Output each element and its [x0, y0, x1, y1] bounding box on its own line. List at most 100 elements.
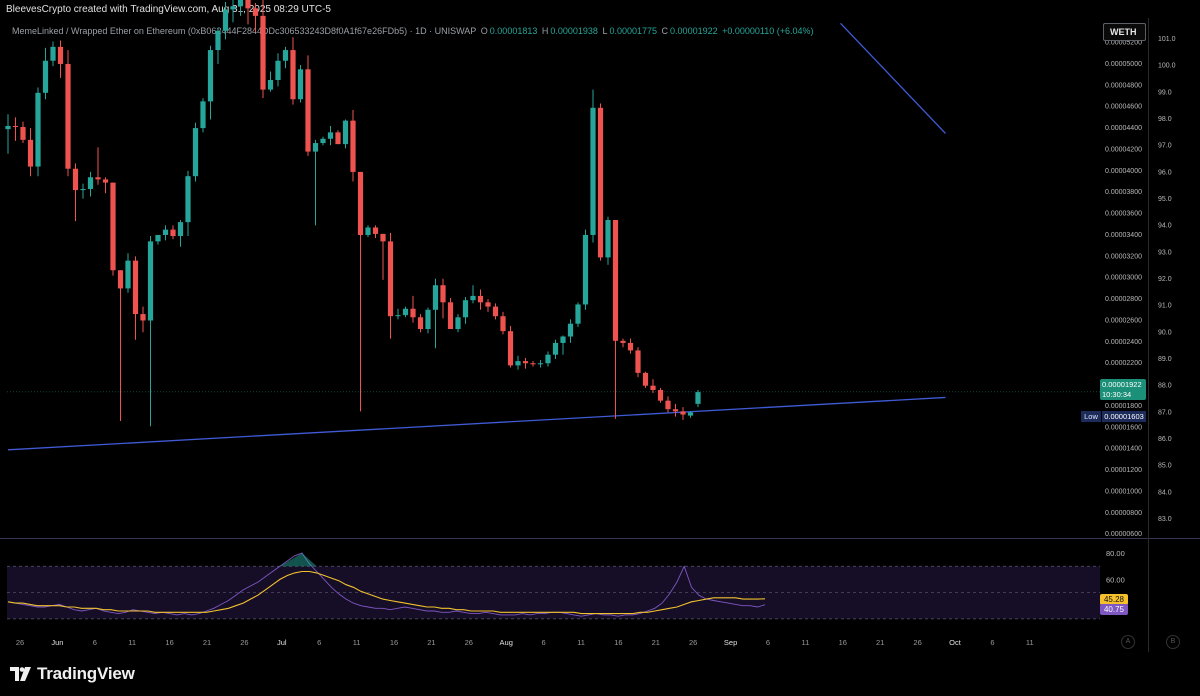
oscillator-axis-tick: 80.00: [1106, 549, 1125, 558]
log-scale-button[interactable]: B: [1166, 635, 1180, 649]
time-axis-tick: 16: [165, 638, 173, 647]
trendline-descending: [840, 22, 946, 134]
open-value: 0.00001813: [489, 26, 538, 36]
candle-body: [72, 168, 79, 191]
candle-body: [267, 79, 274, 90]
price-axis-tick: 0.00002400: [1105, 339, 1142, 346]
percent-axis-tick: 98.0: [1158, 116, 1172, 123]
time-axis-tick: 11: [353, 638, 361, 647]
price-axis-tick: 0.00003800: [1105, 189, 1142, 196]
time-axis-tick: 11: [1026, 638, 1034, 647]
candle-body: [507, 331, 514, 366]
price-axis-tick: 0.00003400: [1105, 232, 1142, 239]
candle-body: [575, 304, 581, 324]
candle-body: [222, 9, 229, 31]
oscillator-axis-tick: 60.00: [1106, 575, 1125, 584]
low-value: 0.00001775: [609, 26, 658, 36]
candle-body: [432, 285, 439, 310]
candle-body: [605, 220, 611, 258]
candle-body: [230, 6, 236, 10]
candle-body: [12, 125, 19, 128]
candle-body: [350, 120, 356, 172]
price-axis-tick: 0.00001000: [1105, 488, 1142, 495]
percent-axis-tick: 95.0: [1158, 196, 1172, 203]
price-axis-tick: 0.00004800: [1105, 82, 1142, 89]
candle-body: [620, 340, 626, 343]
tradingview-logo-icon: [10, 667, 31, 681]
candle-body: [470, 295, 476, 301]
auto-scale-button[interactable]: A: [1121, 635, 1135, 649]
candle-body: [590, 107, 596, 235]
candle-body: [440, 285, 446, 303]
candle-body: [425, 309, 431, 330]
price-axis-tick: 0.00002200: [1105, 360, 1142, 367]
overbought-fill: [279, 553, 317, 567]
time-axis-tick: 6: [317, 638, 321, 647]
candle-body: [200, 101, 206, 129]
oscillator-signal-tag: 45.28: [1100, 594, 1128, 605]
price-axis-tick: 0.00002600: [1105, 317, 1142, 324]
candle-body: [627, 342, 634, 351]
time-axis-tick: 21: [203, 638, 211, 647]
time-axis-tick: 16: [614, 638, 622, 647]
candle-body: [642, 372, 649, 386]
candle-body: [42, 60, 49, 93]
time-axis-tick: Jun: [51, 638, 63, 647]
candle-body: [192, 128, 199, 177]
price-axis-tick: 0.00005000: [1105, 61, 1142, 68]
oscillator-signal-line: [7, 570, 766, 615]
candle-body: [35, 92, 41, 167]
candle-body: [477, 295, 484, 303]
oscillator-value-tag: 40.75: [1100, 604, 1128, 615]
price-axis-tick: 0.00002800: [1105, 296, 1142, 303]
tradingview-logo-text: TradingView: [37, 664, 135, 683]
price-axis-tick: 0.00001800: [1105, 403, 1142, 410]
candle-body: [455, 317, 461, 330]
symbol-name[interactable]: MemeLinked / Wrapped Ether on Ethereum (…: [12, 26, 477, 36]
time-axis-tick: Oct: [949, 638, 962, 647]
candle-body: [147, 241, 154, 321]
candle-body: [447, 302, 454, 330]
candle-body: [597, 107, 604, 258]
percent-axis-tick: 87.0: [1158, 409, 1172, 416]
candle-body: [155, 234, 161, 242]
time-axis-tick: 26: [16, 638, 24, 647]
candle-body: [5, 125, 11, 130]
candle-body: [102, 179, 109, 183]
candle-body: [522, 361, 529, 364]
percent-axis-tick: 88.0: [1158, 383, 1172, 390]
candle-body: [582, 234, 589, 305]
time-axis-tick: 11: [128, 638, 136, 647]
high-label: H: [541, 26, 549, 36]
time-axis-tick: 11: [577, 638, 585, 647]
candle-body: [545, 354, 551, 364]
percent-axis-tick: 91.0: [1158, 303, 1172, 310]
tradingview-logo[interactable]: TradingView: [10, 664, 135, 684]
price-axis-tick: 0.00003000: [1105, 275, 1142, 282]
chart-svg[interactable]: 0.00000600 0.00000800 0.00001000 0.00001200…: [0, 0, 1200, 652]
candle-countdown: 10:30:34: [1102, 389, 1132, 399]
candle-body: [530, 363, 536, 365]
time-axis-tick: 6: [542, 638, 546, 647]
low-label: L: [602, 26, 608, 36]
low-marker-label: Low: [1081, 411, 1101, 422]
candle-body: [237, 0, 244, 7]
candle-body: [402, 308, 409, 316]
price-axis-tick: 0.00000800: [1105, 510, 1142, 517]
candle-body: [215, 30, 221, 51]
candle-body: [410, 308, 416, 318]
price-axis-tick: 0.00004600: [1105, 104, 1142, 111]
price-axis-tick: 0.00004000: [1105, 168, 1142, 175]
time-axis-tick: 16: [839, 638, 847, 647]
candle-body: [387, 241, 394, 317]
candle-body: [657, 389, 664, 401]
candle-body: [650, 385, 656, 390]
candle-body: [500, 316, 506, 332]
symbol-legend: MemeLinked / Wrapped Ether on Ethereum (…: [12, 26, 816, 36]
time-axis-tick: 6: [93, 638, 97, 647]
time-axis-tick: Aug: [500, 638, 513, 647]
time-axis-tick: 16: [390, 638, 398, 647]
currency-button[interactable]: WETH: [1103, 23, 1146, 41]
oscillator-line: [7, 552, 766, 617]
candle-body: [140, 314, 146, 321]
